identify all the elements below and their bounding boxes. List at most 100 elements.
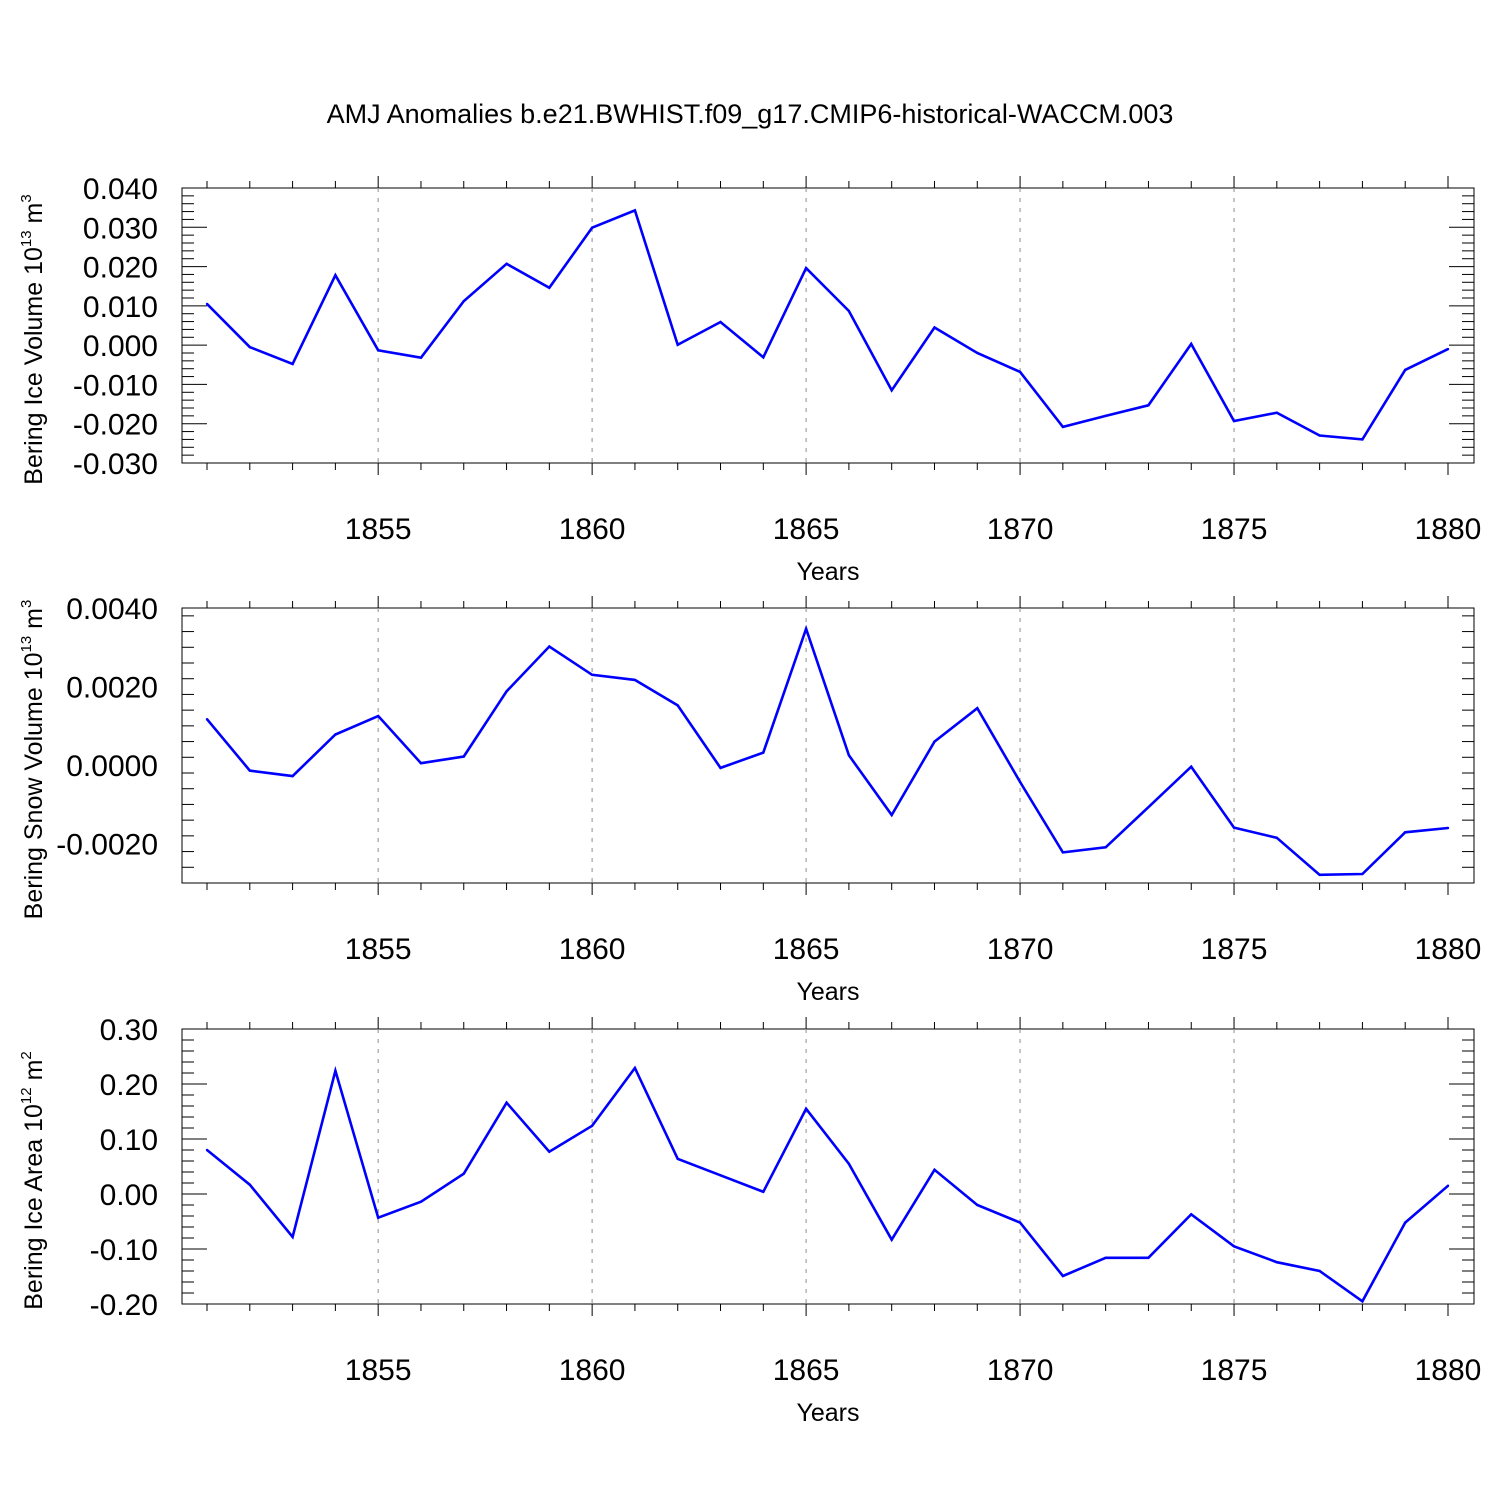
x-axis-label: Years xyxy=(796,1399,859,1427)
series-line xyxy=(206,624,1449,877)
plot-frame xyxy=(181,607,1475,884)
x-tick-label: 1870 xyxy=(987,933,1054,966)
series-line xyxy=(206,1065,1449,1304)
y-tick-label: -0.010 xyxy=(73,369,158,402)
plot-frame xyxy=(181,1028,1475,1305)
data-point xyxy=(1275,411,1279,414)
data-point xyxy=(933,1168,936,1172)
y-axis-label: Bering Ice Volume 1013 m3 xyxy=(18,194,48,484)
data-point xyxy=(248,1183,251,1186)
y-axis-label: Bering Snow Volume 1013 m3 xyxy=(18,600,48,920)
data-point xyxy=(205,302,209,306)
data-point xyxy=(804,627,808,631)
data-point xyxy=(590,1124,594,1128)
y-tick-label: 0.10 xyxy=(100,1124,158,1157)
y-tick-label: -0.20 xyxy=(90,1289,158,1322)
data-point xyxy=(334,274,337,277)
x-tick-label: 1875 xyxy=(1201,933,1268,966)
y-tick-label: -0.030 xyxy=(73,448,158,481)
data-point xyxy=(505,1101,508,1104)
data-point xyxy=(548,645,551,648)
y-axis-label: Bering Ice Area 1012 m2 xyxy=(18,1051,48,1310)
y-tick-label: -0.020 xyxy=(73,409,158,442)
y-tick-label: 0.010 xyxy=(83,291,158,324)
data-point xyxy=(890,389,893,392)
y-tick-label: 0.040 xyxy=(83,173,158,206)
data-point xyxy=(633,209,637,212)
data-point xyxy=(505,262,508,266)
data-point xyxy=(976,1203,979,1207)
data-point xyxy=(933,326,936,329)
y-tick-label: 0.00 xyxy=(100,1179,158,1212)
x-tick-label: 1860 xyxy=(559,1354,626,1387)
data-point xyxy=(976,351,979,355)
y-tick-label: 0.020 xyxy=(83,252,158,285)
data-point xyxy=(590,226,594,229)
y-tick-label: 0.30 xyxy=(100,1014,158,1047)
chart-panel: 0.0040 0.0020 0.0000 -0.0020 1855 1860 1865 187… xyxy=(18,593,1481,1006)
data-point xyxy=(1061,1274,1065,1278)
x-tick-label: 1860 xyxy=(559,933,626,966)
data-point xyxy=(419,761,423,765)
data-point xyxy=(804,266,808,270)
data-point xyxy=(590,673,594,676)
data-point xyxy=(1275,1261,1279,1264)
data-point xyxy=(1318,434,1321,437)
x-tick-label: 1855 xyxy=(345,1354,412,1387)
y-tick-label: 0.030 xyxy=(83,212,158,245)
y-tick-label: 0.0000 xyxy=(66,750,158,783)
data-point xyxy=(976,706,979,710)
data-point xyxy=(1104,846,1107,849)
data-point xyxy=(1104,414,1107,418)
data-point xyxy=(676,343,679,346)
data-point xyxy=(548,286,551,289)
data-point xyxy=(1147,1256,1150,1260)
data-point xyxy=(1232,1245,1236,1248)
data-point xyxy=(1446,347,1450,351)
data-point xyxy=(334,733,337,736)
chart-title: AMJ Anomalies b.e21.BWHIST.f09_g17.CMIP6… xyxy=(327,99,1174,129)
x-tick-label: 1855 xyxy=(345,513,412,546)
data-point xyxy=(1232,419,1236,423)
data-point xyxy=(291,1235,294,1239)
data-point xyxy=(719,766,722,770)
data-point xyxy=(334,1069,337,1073)
chart-panel: 0.040 0.030 0.020 0.010 0.000 -0.010 -0.020 -0.… xyxy=(18,173,1481,586)
data-point xyxy=(933,740,936,743)
data-point xyxy=(248,345,251,349)
data-point xyxy=(1446,1184,1450,1187)
x-axis-label: Years xyxy=(796,558,859,586)
data-point xyxy=(633,1066,637,1070)
x-tick-label: 1855 xyxy=(345,933,412,966)
data-point xyxy=(1018,780,1022,784)
data-point xyxy=(1190,1213,1193,1216)
x-tick-label: 1880 xyxy=(1415,513,1482,546)
data-point xyxy=(1061,851,1065,854)
data-point xyxy=(847,1162,851,1165)
data-point xyxy=(462,755,465,758)
x-tick-label: 1865 xyxy=(773,513,840,546)
data-point xyxy=(1147,805,1150,809)
data-point xyxy=(1446,826,1450,830)
data-point xyxy=(205,717,209,721)
data-point xyxy=(505,690,508,693)
data-point xyxy=(847,754,851,757)
x-tick-label: 1875 xyxy=(1201,1354,1268,1387)
data-point xyxy=(376,1216,380,1219)
y-tick-label: 0.20 xyxy=(100,1069,158,1102)
data-point xyxy=(1018,1221,1022,1224)
data-point xyxy=(719,1174,722,1177)
data-point xyxy=(1318,1269,1321,1273)
data-point xyxy=(1361,872,1364,876)
x-axis-label: Years xyxy=(796,978,859,1006)
x-tick-label: 1870 xyxy=(987,513,1054,546)
data-point xyxy=(419,356,423,359)
data-point xyxy=(205,1148,209,1152)
data-point xyxy=(462,299,465,303)
data-point xyxy=(1147,404,1150,407)
data-point xyxy=(419,1200,423,1203)
data-point xyxy=(248,769,251,772)
data-point xyxy=(291,774,294,778)
data-point xyxy=(1190,765,1193,768)
